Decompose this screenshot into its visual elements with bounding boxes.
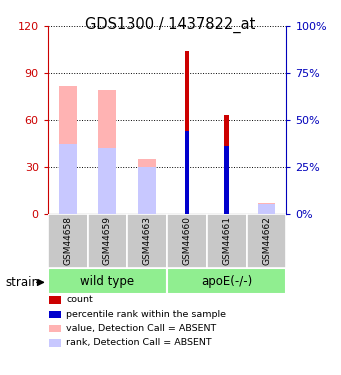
Text: wild type: wild type [80, 275, 134, 288]
Bar [184, 131, 189, 214]
Bar [88, 214, 127, 268]
Bar [138, 159, 156, 214]
Text: GSM44659: GSM44659 [103, 216, 112, 266]
Text: strain: strain [5, 276, 39, 289]
Text: GSM44662: GSM44662 [262, 216, 271, 266]
Text: apoE(-/-): apoE(-/-) [201, 275, 252, 288]
Bar [257, 203, 276, 214]
Bar [138, 167, 156, 214]
Text: percentile rank within the sample: percentile rank within the sample [66, 310, 226, 319]
Bar [48, 268, 167, 294]
Bar [184, 51, 189, 214]
Bar [167, 214, 207, 268]
Text: value, Detection Call = ABSENT: value, Detection Call = ABSENT [66, 324, 217, 333]
Text: GSM44660: GSM44660 [182, 216, 192, 266]
Text: count: count [66, 296, 93, 304]
Bar [167, 268, 286, 294]
Bar [59, 86, 77, 214]
Bar [224, 116, 229, 214]
Text: rank, Detection Call = ABSENT: rank, Detection Call = ABSENT [66, 338, 212, 347]
Text: GSM44663: GSM44663 [143, 216, 152, 266]
Bar [257, 204, 276, 214]
Text: GDS1300 / 1437822_at: GDS1300 / 1437822_at [85, 17, 256, 33]
Bar [59, 144, 77, 214]
Bar [48, 214, 88, 268]
Text: GSM44658: GSM44658 [63, 216, 72, 266]
Bar [99, 90, 116, 214]
Bar [127, 214, 167, 268]
Text: GSM44661: GSM44661 [222, 216, 231, 266]
Bar [207, 214, 247, 268]
Bar [224, 146, 229, 214]
Bar [247, 214, 286, 268]
Bar [99, 148, 116, 214]
